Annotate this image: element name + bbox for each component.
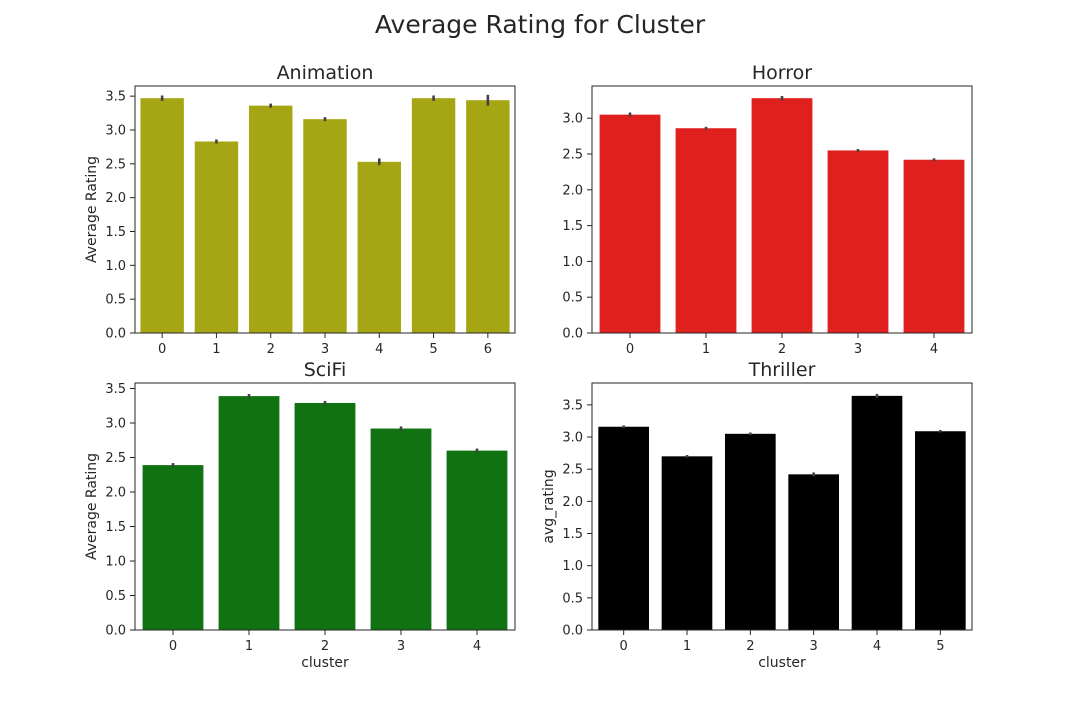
bar <box>194 141 239 333</box>
bar <box>294 403 356 630</box>
y-tick-label: 1.0 <box>562 559 583 574</box>
y-tick-label: 3.0 <box>562 112 583 127</box>
x-tick-label: 6 <box>484 342 492 357</box>
chart-title: Thriller <box>748 359 816 381</box>
chart-title: Animation <box>277 62 374 84</box>
x-tick-label: 1 <box>683 639 691 654</box>
x-tick-label: 2 <box>321 639 329 654</box>
chart-panel-thriller: 0 1 2 3 4 5 0.0 0.5 1.0 1.5 2.0 2.5 3.0 3.5 Thriller cl… <box>541 359 973 671</box>
y-tick-label: 2.5 <box>105 157 126 172</box>
x-tick-label: 4 <box>930 342 938 357</box>
bar <box>142 465 204 630</box>
x-tick-label: 2 <box>267 342 275 357</box>
chart-panel-scifi: 0 1 2 3 4 0.0 0.5 1.0 1.5 2.0 2.5 3.0 3.5 SciFi cluste… <box>84 359 516 671</box>
y-tick-label: 1.0 <box>562 255 583 270</box>
bar <box>466 100 510 333</box>
chart-panel-animation: 0 1 2 3 4 5 6 0.0 0.5 1.0 1.5 2.0 2.5 3.0 3.5 Animation… <box>84 62 516 357</box>
x-tick-label: 1 <box>245 639 253 654</box>
y-tick-label: 1.5 <box>562 527 583 542</box>
figure-title: Average Rating for Cluster <box>375 10 706 39</box>
bar <box>827 150 889 333</box>
x-tick-label: 3 <box>810 639 818 654</box>
bar <box>357 161 401 333</box>
x-tick-label: 3 <box>321 342 329 357</box>
y-tick-label: 2.0 <box>562 495 583 510</box>
bar <box>915 431 966 630</box>
y-tick-label: 0.5 <box>105 589 126 604</box>
x-tick-label: 0 <box>620 639 628 654</box>
y-tick-label: 3.5 <box>105 90 126 105</box>
bar <box>903 159 965 333</box>
axes-frame <box>591 85 973 334</box>
x-tick-label: 4 <box>873 639 881 654</box>
y-tick-label: 3.0 <box>105 123 126 138</box>
bar <box>751 98 813 333</box>
y-tick-label: 2.5 <box>105 451 126 466</box>
bar <box>218 396 280 630</box>
y-tick-label: 1.0 <box>105 555 126 570</box>
bar <box>788 474 839 630</box>
x-tick-label: 1 <box>212 342 220 357</box>
bar <box>303 119 347 333</box>
x-tick-label: 5 <box>429 342 437 357</box>
x-tick-label: 3 <box>397 639 405 654</box>
axes-frame <box>134 85 516 334</box>
y-tick-label: 0.0 <box>105 624 126 639</box>
axes-frame <box>134 382 516 631</box>
y-tick-label: 1.5 <box>105 225 126 240</box>
chart-title: Horror <box>752 62 812 84</box>
charts-container: 0 1 2 3 4 5 6 0.0 0.5 1.0 1.5 2.0 2.5 3.0 3.5 Animation… <box>84 62 973 671</box>
y-tick-label: 2.5 <box>562 463 583 478</box>
y-axis-label: avg_rating <box>541 469 557 543</box>
bar <box>598 426 649 630</box>
y-tick-label: 1.0 <box>105 259 126 274</box>
x-tick-label: 0 <box>626 342 634 357</box>
axes-frame <box>591 382 973 631</box>
x-tick-label: 2 <box>746 639 754 654</box>
bar <box>411 98 456 334</box>
bar <box>661 456 713 630</box>
chart-title: SciFi <box>304 359 347 381</box>
y-axis-label: Average Rating <box>84 156 100 263</box>
y-tick-label: 3.5 <box>562 398 583 413</box>
y-tick-label: 1.5 <box>105 520 126 535</box>
bar <box>725 433 776 630</box>
y-tick-label: 2.5 <box>562 148 583 163</box>
y-tick-label: 2.0 <box>562 183 583 198</box>
x-tick-label: 4 <box>375 342 383 357</box>
x-axis-label: cluster <box>301 655 349 671</box>
y-tick-label: 0.0 <box>562 624 583 639</box>
x-tick-label: 1 <box>702 342 710 357</box>
bar <box>675 128 737 333</box>
chart-panel-horror: 0 1 2 3 4 0.0 0.5 1.0 1.5 2.0 2.5 3.0 Horror <box>562 62 973 357</box>
y-tick-label: 3.5 <box>105 382 126 397</box>
x-tick-label: 2 <box>778 342 786 357</box>
x-tick-label: 5 <box>936 639 944 654</box>
y-axis-label: Average Rating <box>84 453 100 560</box>
x-tick-label: 0 <box>158 342 166 357</box>
bar <box>140 98 184 334</box>
y-tick-label: 0.0 <box>562 327 583 342</box>
x-tick-label: 3 <box>854 342 862 357</box>
x-axis-label: cluster <box>758 655 806 671</box>
bar <box>370 428 432 630</box>
bar <box>446 450 508 630</box>
bar <box>249 105 293 333</box>
y-tick-label: 1.5 <box>562 219 583 234</box>
bar <box>851 395 903 630</box>
y-tick-label: 0.5 <box>105 293 126 308</box>
y-tick-label: 0.0 <box>105 327 126 342</box>
y-tick-label: 3.0 <box>562 431 583 446</box>
y-tick-label: 2.0 <box>105 191 126 206</box>
x-tick-label: 0 <box>169 639 177 654</box>
y-tick-label: 0.5 <box>562 591 583 606</box>
x-tick-label: 4 <box>473 639 481 654</box>
y-tick-label: 0.5 <box>562 291 583 306</box>
y-tick-label: 3.0 <box>105 417 126 432</box>
y-tick-label: 2.0 <box>105 486 126 501</box>
bar <box>599 114 661 333</box>
